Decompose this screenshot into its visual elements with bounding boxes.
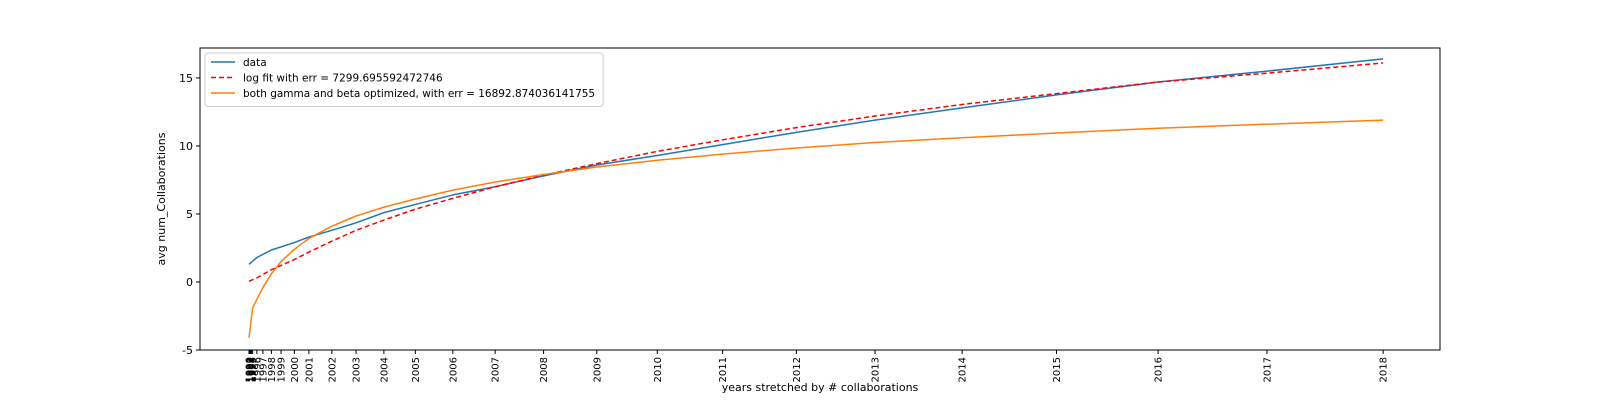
x-tick-label: 2009 [592,357,603,382]
x-tick-label: 1993 [246,357,257,382]
y-axis: -5 0 5 10 15 [179,72,200,357]
x-tick-label: 2018 [1379,357,1390,382]
x-tick-label: 2007 [491,357,502,382]
x-tick-label: 2016 [1154,357,1165,382]
y-tick-label: 0 [186,276,193,289]
x-tick-label: 2003 [352,357,363,382]
series-line-3 [248,119,1384,338]
x-tick-label: 2012 [792,357,803,382]
x-tick-label: 2004 [379,357,390,382]
legend-entry: log fit with err = 7299.695592472746 [243,73,443,85]
y-tick-label: -5 [182,344,193,357]
y-axis-label: avg num_Collaborations [155,132,168,265]
x-tick-label: 2006 [448,357,459,382]
x-tick-label: 1997 [258,357,269,382]
plot-frame [199,47,1441,351]
legend-entry: both gamma and beta optimized, with err … [243,88,595,100]
x-tick-label: 2005 [411,357,422,382]
y-tick-label: 15 [179,72,193,85]
x-tick-label: 2014 [958,357,969,382]
x-tick-label: 1995 [248,357,259,382]
legend-box [204,52,604,107]
x-tick-label: 2001 [304,357,315,382]
x-tick-label: 1999 [277,357,288,382]
x-axis: 1990199119921993199419951996199719981999… [244,350,1390,382]
x-tick-label: 2000 [290,357,301,382]
x-tick-label: 1991 [245,357,256,382]
legend: data log fit with err = 7299.695592472746… [204,52,604,107]
x-tick-label: 1996 [252,357,263,382]
x-tick-label: 1998 [267,357,278,382]
x-tick-label: 2008 [539,357,550,382]
x-tick-label: 1990 [244,357,255,382]
x-tick-label: 2010 [653,357,664,382]
legend-entry: data [243,57,267,69]
plot-area [248,58,1384,338]
x-tick-label: 1994 [247,357,258,382]
x-tick-label: 2002 [327,357,338,382]
y-tick-label: 5 [186,208,193,221]
x-tick-label: 2011 [718,357,729,382]
x-tick-label: 2013 [871,357,882,382]
x-tick-label: 1992 [246,357,257,382]
y-tick-label: 10 [179,140,193,153]
x-tick-label: 2017 [1263,357,1274,382]
x-tick-label: 2015 [1052,357,1063,382]
series-line-2 [248,62,1384,282]
x-axis-label: years stretched by # collaborations [722,381,919,394]
